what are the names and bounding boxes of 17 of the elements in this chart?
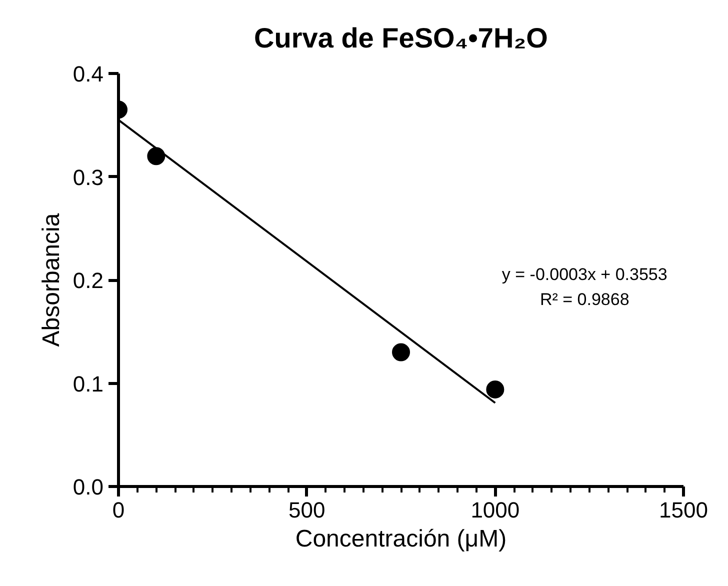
point: [147, 147, 166, 166]
chart-title: Curva de FeSO₄•7H₂O: [254, 22, 548, 54]
x-tick-label: 1000: [470, 498, 520, 522]
y-tick-label: 0.2: [72, 268, 104, 293]
point: [392, 343, 410, 362]
point: [486, 380, 504, 398]
annotation: y = -0.0003x + 0.3553: [502, 265, 668, 284]
y-tick-label: 0.4: [72, 62, 104, 86]
x-axis-title: Concentración (μM): [295, 526, 507, 552]
x-tick-label: 500: [288, 498, 326, 522]
x-tick-label: 1500: [659, 498, 708, 522]
y-axis-title: Absorbancia: [38, 212, 65, 347]
x-tick-label: 0: [112, 498, 125, 522]
y-tick-label: 0.0: [72, 474, 104, 500]
annotation: R² = 0.9868: [540, 290, 630, 309]
y-tick-label: 0.1: [72, 371, 104, 396]
y-tick-label: 0.3: [72, 164, 104, 190]
